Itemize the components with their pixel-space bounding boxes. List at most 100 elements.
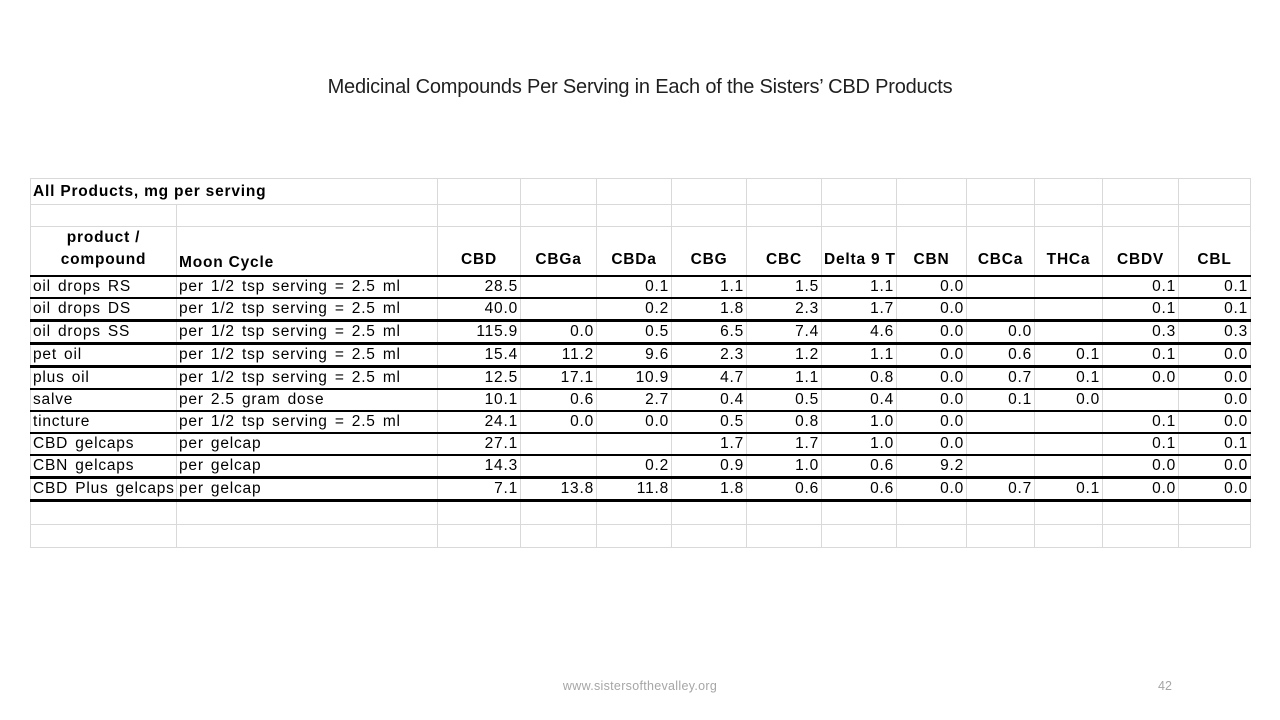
empty-cell bbox=[1034, 178, 1104, 205]
value-cell: 0.1 bbox=[1102, 432, 1180, 456]
value-cell: 0.0 bbox=[896, 342, 968, 368]
value-cell bbox=[966, 275, 1036, 299]
empty-cell bbox=[896, 523, 968, 548]
value-cell: 1.7 bbox=[821, 297, 898, 322]
empty-cell bbox=[1034, 523, 1104, 548]
col-header-moon-cycle: Moon Cycle bbox=[175, 225, 439, 277]
value-cell: 0.0 bbox=[520, 410, 598, 434]
moon-cycle-cell: per gelcap bbox=[175, 454, 439, 479]
empty-cell bbox=[746, 204, 823, 227]
value-cell: 0.8 bbox=[746, 410, 823, 434]
moon-cycle-cell: per 1/2 tsp serving = 2.5 ml bbox=[175, 319, 439, 345]
value-cell bbox=[966, 454, 1036, 479]
value-cell: 27.1 bbox=[437, 432, 522, 456]
value-cell: 0.0 bbox=[1178, 476, 1252, 502]
value-cell: 0.1 bbox=[1034, 476, 1104, 502]
value-cell: 0.0 bbox=[596, 410, 673, 434]
empty-cell bbox=[30, 523, 177, 548]
value-cell: 2.3 bbox=[746, 297, 823, 322]
empty-cell bbox=[596, 523, 673, 548]
product-cell: salve bbox=[30, 388, 177, 412]
value-cell: 0.7 bbox=[966, 365, 1036, 390]
empty-cell bbox=[746, 499, 823, 525]
value-cell: 0.0 bbox=[896, 297, 968, 322]
moon-cycle-cell: per 1/2 tsp serving = 2.5 ml bbox=[175, 297, 439, 322]
value-cell: 0.0 bbox=[896, 410, 968, 434]
empty-cell bbox=[966, 523, 1036, 548]
value-cell bbox=[1034, 319, 1104, 345]
value-cell: 0.3 bbox=[1102, 319, 1180, 345]
col-header-product-compound: product / compound bbox=[30, 225, 177, 277]
value-cell: 7.4 bbox=[746, 319, 823, 345]
empty-cell bbox=[1102, 178, 1180, 205]
value-cell: 0.0 bbox=[1102, 454, 1180, 479]
table-row: oil drops RS per 1/2 tsp serving = 2.5 ml… bbox=[30, 275, 1252, 299]
value-cell bbox=[1034, 454, 1104, 479]
value-cell: 0.3 bbox=[1178, 319, 1252, 345]
value-cell bbox=[966, 410, 1036, 434]
product-cell: pet oil bbox=[30, 342, 177, 368]
value-cell: 0.1 bbox=[1102, 297, 1180, 322]
value-cell bbox=[520, 297, 598, 322]
table-row: CBD gelcaps per gelcap 27.1 1.7 1.7 1.0 0.0 0.1… bbox=[30, 432, 1252, 456]
value-cell bbox=[1102, 388, 1180, 412]
moon-cycle-cell: per 2.5 gram dose bbox=[175, 388, 439, 412]
value-cell: 0.2 bbox=[596, 297, 673, 322]
product-cell: CBN gelcaps bbox=[30, 454, 177, 479]
value-cell: 1.1 bbox=[671, 275, 748, 299]
col-header-compound: CBGa bbox=[520, 225, 598, 277]
value-cell: 0.5 bbox=[671, 410, 748, 434]
empty-cell bbox=[966, 499, 1036, 525]
value-cell: 0.1 bbox=[1178, 432, 1252, 456]
value-cell: 0.0 bbox=[1178, 454, 1252, 479]
empty-cell bbox=[596, 499, 673, 525]
value-cell: 0.1 bbox=[1102, 275, 1180, 299]
value-cell: 4.7 bbox=[671, 365, 748, 390]
value-cell: 0.8 bbox=[821, 365, 898, 390]
value-cell: 0.5 bbox=[746, 388, 823, 412]
value-cell: 0.9 bbox=[671, 454, 748, 479]
empty-cell bbox=[437, 204, 522, 227]
value-cell: 1.2 bbox=[746, 342, 823, 368]
value-cell: 0.4 bbox=[821, 388, 898, 412]
col-header-compound: CBCa bbox=[966, 225, 1036, 277]
col-header-product-line1: product / bbox=[66, 229, 141, 246]
value-cell: 0.0 bbox=[966, 319, 1036, 345]
table-row: pet oil per 1/2 tsp serving = 2.5 ml 15.4 1… bbox=[30, 342, 1252, 368]
table-title-row: All Products, mg per serving bbox=[29, 178, 1252, 205]
empty-cell bbox=[1178, 523, 1252, 548]
value-cell: 28.5 bbox=[437, 275, 522, 299]
col-header-product-line2: compound bbox=[60, 251, 147, 269]
value-cell: 1.7 bbox=[671, 432, 748, 456]
value-cell: 2.7 bbox=[596, 388, 673, 412]
products-table: All Products, mg per serving product / c… bbox=[29, 178, 1252, 548]
empty-cell bbox=[520, 178, 598, 205]
value-cell: 1.8 bbox=[671, 476, 748, 502]
value-cell: 10.9 bbox=[596, 365, 673, 390]
empty-cell bbox=[821, 178, 898, 205]
value-cell bbox=[596, 432, 673, 456]
value-cell: 0.4 bbox=[671, 388, 748, 412]
value-cell: 0.0 bbox=[896, 275, 968, 299]
value-cell: 0.0 bbox=[1178, 342, 1252, 368]
blank-row bbox=[30, 499, 1252, 525]
value-cell: 0.0 bbox=[1178, 410, 1252, 434]
empty-cell bbox=[175, 499, 439, 525]
value-cell: 7.1 bbox=[437, 476, 522, 502]
empty-cell bbox=[896, 204, 968, 227]
empty-cell bbox=[1034, 204, 1104, 227]
value-cell: 0.0 bbox=[1178, 388, 1252, 412]
value-cell: 0.0 bbox=[1178, 365, 1252, 390]
value-cell: 0.6 bbox=[821, 454, 898, 479]
value-cell: 14.3 bbox=[437, 454, 522, 479]
product-cell: tincture bbox=[30, 410, 177, 434]
value-cell: 12.5 bbox=[437, 365, 522, 390]
value-cell: 4.6 bbox=[821, 319, 898, 345]
table-row: CBD Plus gelcaps per gelcap 7.1 13.8 11.8 1.8… bbox=[30, 476, 1252, 502]
moon-cycle-cell: per 1/2 tsp serving = 2.5 ml bbox=[175, 410, 439, 434]
empty-cell bbox=[821, 523, 898, 548]
col-header-compound: CBDa bbox=[596, 225, 673, 277]
value-cell: 1.7 bbox=[746, 432, 823, 456]
col-header-compound: THCa bbox=[1034, 225, 1104, 277]
